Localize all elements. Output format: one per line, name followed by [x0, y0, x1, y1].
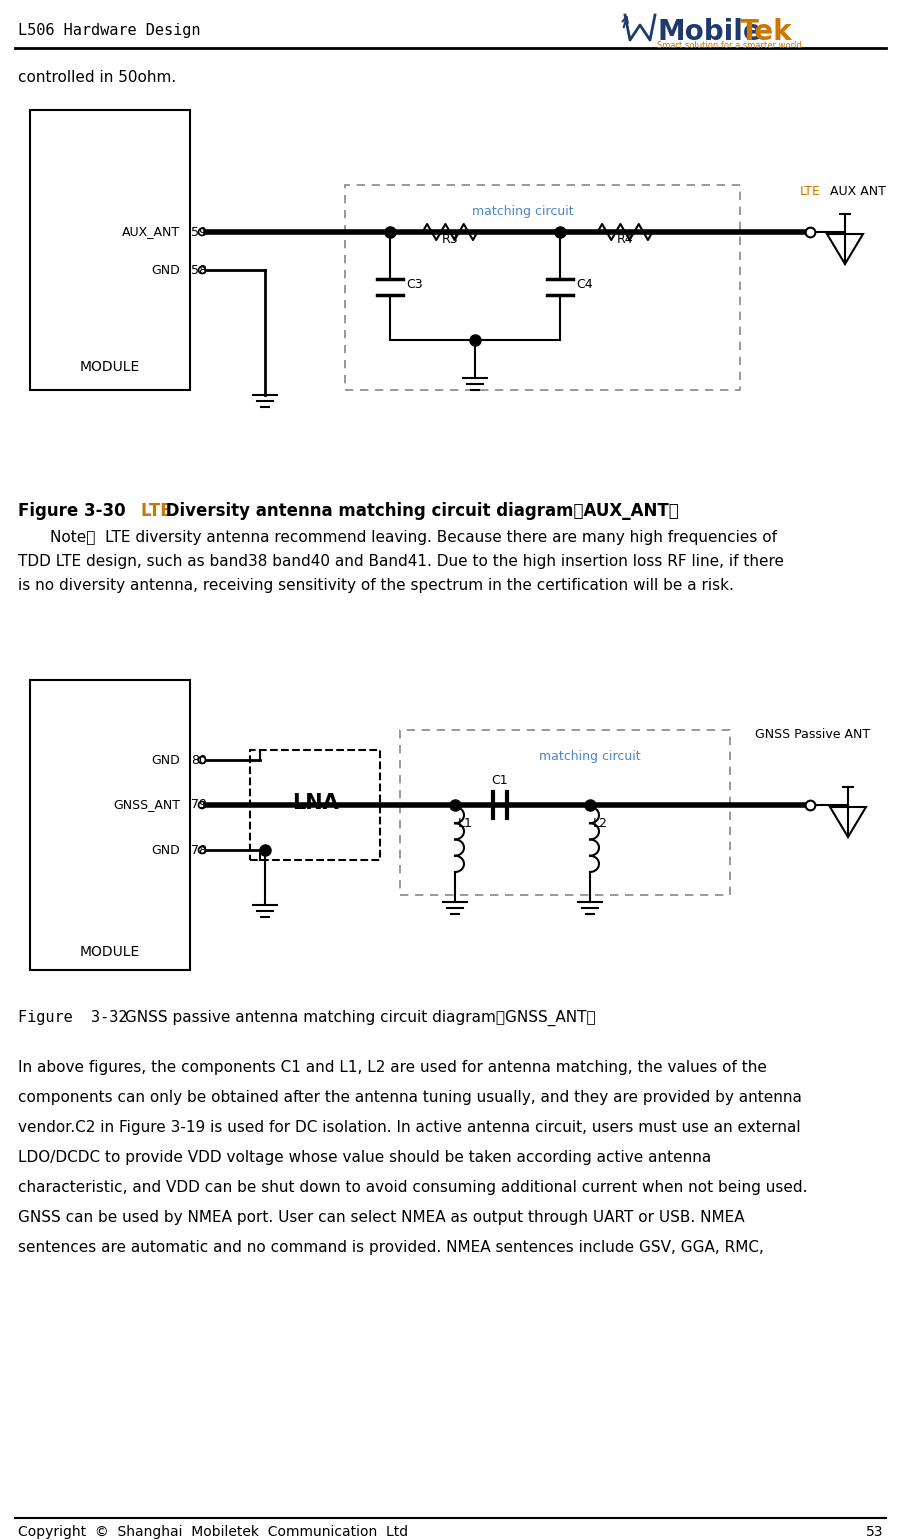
Text: vendor.C2 in Figure 3-19 is used for DC isolation. In active antenna circuit, us: vendor.C2 in Figure 3-19 is used for DC …: [18, 1120, 801, 1135]
Text: components can only be obtained after the antenna tuning usually, and they are p: components can only be obtained after th…: [18, 1090, 802, 1106]
Text: AUX_ANT: AUX_ANT: [122, 225, 180, 239]
Text: LTE: LTE: [800, 185, 821, 199]
Text: Mobile: Mobile: [657, 18, 761, 46]
Text: matching circuit: matching circuit: [539, 750, 641, 762]
Text: GNSS_ANT: GNSS_ANT: [113, 799, 180, 812]
Text: Diversity antenna matching circuit diagram（AUX_ANT）: Diversity antenna matching circuit diagr…: [160, 502, 678, 521]
Text: Smart solution for a smarter world: Smart solution for a smarter world: [657, 42, 802, 51]
Text: 79: 79: [191, 799, 207, 812]
Text: C1: C1: [492, 775, 508, 787]
Text: In above figures, the components C1 and L1, L2 are used for antenna matching, th: In above figures, the components C1 and …: [18, 1060, 767, 1075]
Text: is no diversity antenna, receiving sensitivity of the spectrum in the certificat: is no diversity antenna, receiving sensi…: [18, 578, 734, 593]
Text: 78: 78: [191, 844, 207, 856]
Text: Figure  3‑32: Figure 3‑32: [18, 1010, 128, 1026]
Text: Note：  LTE diversity antenna recommend leaving. Because there are many high freq: Note： LTE diversity antenna recommend le…: [50, 530, 777, 545]
Text: 59: 59: [191, 225, 207, 239]
Text: LTE: LTE: [118, 502, 171, 521]
Text: GNSS Passive ANT: GNSS Passive ANT: [755, 728, 870, 741]
Bar: [345, 185, 740, 390]
Text: R4: R4: [616, 233, 633, 246]
Text: matching circuit: matching circuit: [472, 205, 573, 219]
Bar: [400, 730, 730, 895]
Text: MODULE: MODULE: [80, 360, 141, 374]
Text: 58: 58: [191, 263, 207, 277]
Text: LDO/DCDC to provide VDD voltage whose value should be taken according active ant: LDO/DCDC to provide VDD voltage whose va…: [18, 1150, 711, 1164]
Bar: [30, 109, 190, 390]
Text: AUX ANT: AUX ANT: [826, 185, 886, 199]
Text: GND: GND: [151, 263, 180, 277]
Text: Copyright  ©  Shanghai  Mobiletek  Communication  Ltd: Copyright © Shanghai Mobiletek Communica…: [18, 1525, 408, 1538]
Text: GNSS can be used by NMEA port. User can select NMEA as output through UART or US: GNSS can be used by NMEA port. User can …: [18, 1210, 744, 1224]
Text: L2: L2: [593, 818, 608, 830]
Text: GNSS passive antenna matching circuit diagram（GNSS_ANT）: GNSS passive antenna matching circuit di…: [120, 1010, 596, 1026]
Text: C4: C4: [576, 279, 593, 291]
Bar: [250, 750, 380, 859]
Text: controlled in 50ohm.: controlled in 50ohm.: [18, 69, 177, 85]
Text: R3: R3: [441, 233, 459, 246]
Text: GND: GND: [151, 844, 180, 856]
Text: Figure 3-30: Figure 3-30: [18, 502, 125, 521]
Text: TDD LTE design, such as band38 band40 and Band41. Due to the high insertion loss: TDD LTE design, such as band38 band40 an…: [18, 554, 784, 568]
Bar: [30, 681, 190, 970]
Text: GND: GND: [151, 753, 180, 767]
Text: LNA: LNA: [292, 793, 339, 813]
Text: 80: 80: [191, 753, 207, 767]
Text: L1: L1: [458, 818, 473, 830]
Text: L506 Hardware Design: L506 Hardware Design: [18, 23, 201, 37]
Text: Tek: Tek: [740, 18, 793, 46]
Text: 53: 53: [866, 1525, 883, 1538]
Text: MODULE: MODULE: [80, 946, 141, 959]
Text: characteristic, and VDD can be shut down to avoid consuming additional current w: characteristic, and VDD can be shut down…: [18, 1180, 807, 1195]
Text: C3: C3: [406, 279, 423, 291]
Text: sentences are automatic and no command is provided. NMEA sentences include GSV, : sentences are automatic and no command i…: [18, 1240, 764, 1255]
